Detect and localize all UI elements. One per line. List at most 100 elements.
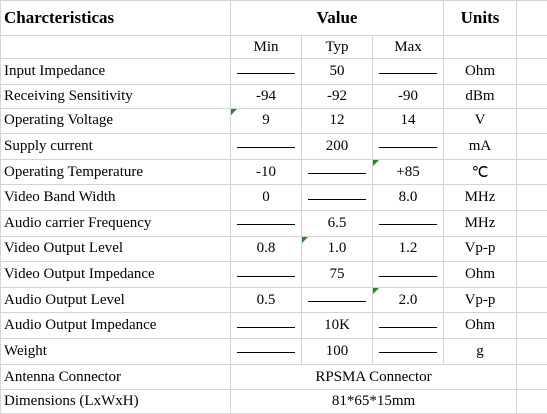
row-name[interactable]: Video Output Impedance	[0, 261, 231, 288]
spec-row: Audio Output Level 0.5 2.0 Vp-p	[0, 286, 547, 314]
row-min[interactable]	[230, 261, 302, 288]
empty-cell[interactable]	[516, 0, 547, 36]
row-typ[interactable]: -92	[301, 84, 373, 109]
row-min[interactable]: 0.5	[230, 286, 302, 314]
empty-cell[interactable]	[516, 158, 547, 186]
empty-cell[interactable]	[516, 363, 547, 391]
row-min[interactable]: 0.8	[230, 235, 302, 263]
empty-cell[interactable]	[516, 184, 547, 212]
dash-line	[308, 173, 366, 175]
header-units[interactable]: Units	[443, 0, 517, 36]
row-name[interactable]: Weight	[0, 338, 231, 365]
row-typ[interactable]: 1.0	[301, 235, 373, 263]
row-merged-value[interactable]: 81*65*15mm	[230, 389, 517, 414]
row-min[interactable]	[230, 312, 302, 340]
header-value[interactable]: Value	[230, 0, 444, 36]
empty-cell[interactable]	[516, 286, 547, 314]
row-name[interactable]: Operating Voltage	[0, 107, 231, 135]
dash-line	[237, 326, 295, 328]
row-unit[interactable]: Ohm	[443, 261, 517, 288]
row-name[interactable]: Input Impedance	[0, 58, 231, 86]
dash-line	[237, 147, 295, 149]
row-max[interactable]: 2.0	[372, 286, 444, 314]
row-name[interactable]: Dimensions (LxWxH)	[0, 389, 231, 414]
row-typ[interactable]	[301, 184, 373, 212]
row-unit[interactable]: mA	[443, 133, 517, 160]
empty-cell[interactable]	[0, 34, 231, 60]
row-name[interactable]: Operating Temperature	[0, 158, 231, 186]
row-min[interactable]: -94	[230, 84, 302, 109]
row-min[interactable]: -10	[230, 158, 302, 186]
empty-cell[interactable]	[516, 312, 547, 340]
row-max[interactable]	[372, 338, 444, 365]
row-typ[interactable]	[301, 286, 373, 314]
row-unit[interactable]: Vp-p	[443, 235, 517, 263]
row-unit[interactable]: MHz	[443, 184, 517, 212]
row-max[interactable]	[372, 312, 444, 340]
row-typ[interactable]: 10K	[301, 312, 373, 340]
dash-line	[379, 147, 437, 149]
row-unit[interactable]: Ohm	[443, 58, 517, 86]
header-characteristics[interactable]: Charcteristicas	[0, 0, 231, 36]
empty-cell[interactable]	[516, 261, 547, 288]
row-min[interactable]: 0	[230, 184, 302, 212]
row-name[interactable]: Receiving Sensitivity	[0, 84, 231, 109]
row-typ[interactable]: 6.5	[301, 210, 373, 237]
spec-row: Operating Temperature -10 +85 ℃	[0, 158, 547, 186]
empty-cell[interactable]	[516, 58, 547, 86]
header-min[interactable]: Min	[230, 34, 302, 60]
row-unit[interactable]: dBm	[443, 84, 517, 109]
row-max[interactable]: +85	[372, 158, 444, 186]
row-min[interactable]	[230, 338, 302, 365]
row-typ[interactable]: 100	[301, 338, 373, 365]
row-name[interactable]: Antenna Connector	[0, 363, 231, 391]
row-name[interactable]: Audio Output Level	[0, 286, 231, 314]
row-merged-value[interactable]: RPSMA Connector	[230, 363, 517, 391]
row-unit[interactable]: g	[443, 338, 517, 365]
row-min[interactable]	[230, 210, 302, 237]
empty-cell[interactable]	[516, 133, 547, 160]
empty-cell[interactable]	[443, 34, 517, 60]
empty-cell[interactable]	[516, 107, 547, 135]
row-unit[interactable]: Vp-p	[443, 286, 517, 314]
dash-line	[379, 224, 437, 226]
empty-cell[interactable]	[516, 210, 547, 237]
row-max[interactable]: 1.2	[372, 235, 444, 263]
row-typ[interactable]: 200	[301, 133, 373, 160]
row-typ[interactable]	[301, 158, 373, 186]
empty-cell[interactable]	[516, 389, 547, 414]
row-unit[interactable]: MHz	[443, 210, 517, 237]
row-min[interactable]: 9	[230, 107, 302, 135]
empty-cell[interactable]	[516, 235, 547, 263]
row-max[interactable]: -90	[372, 84, 444, 109]
row-max[interactable]	[372, 133, 444, 160]
row-typ[interactable]: 12	[301, 107, 373, 135]
row-unit[interactable]: ℃	[443, 158, 517, 186]
row-typ[interactable]: 75	[301, 261, 373, 288]
empty-cell[interactable]	[516, 34, 547, 60]
header-max[interactable]: Max	[372, 34, 444, 60]
row-unit[interactable]: V	[443, 107, 517, 135]
row-max[interactable]	[372, 261, 444, 288]
spec-row: Weight 100 g	[0, 338, 547, 365]
empty-cell[interactable]	[516, 84, 547, 109]
dash-line	[308, 301, 366, 303]
header-typ[interactable]: Typ	[301, 34, 373, 60]
empty-cell[interactable]	[516, 338, 547, 365]
row-min[interactable]	[230, 133, 302, 160]
row-max[interactable]	[372, 58, 444, 86]
row-typ[interactable]: 50	[301, 58, 373, 86]
spec-row-merged: Dimensions (LxWxH) 81*65*15mm	[0, 389, 547, 414]
row-name[interactable]: Video Band Width	[0, 184, 231, 212]
row-unit[interactable]: Ohm	[443, 312, 517, 340]
subheader-row: Min Typ Max	[0, 34, 547, 60]
row-name[interactable]: Supply current	[0, 133, 231, 160]
row-name[interactable]: Video Output Level	[0, 235, 231, 263]
row-max[interactable]	[372, 210, 444, 237]
row-max[interactable]: 8.0	[372, 184, 444, 212]
row-name[interactable]: Audio carrier Frequency	[0, 210, 231, 237]
row-max[interactable]: 14	[372, 107, 444, 135]
row-name[interactable]: Audio Output Impedance	[0, 312, 231, 340]
row-min[interactable]	[230, 58, 302, 86]
dash-line	[237, 224, 295, 226]
